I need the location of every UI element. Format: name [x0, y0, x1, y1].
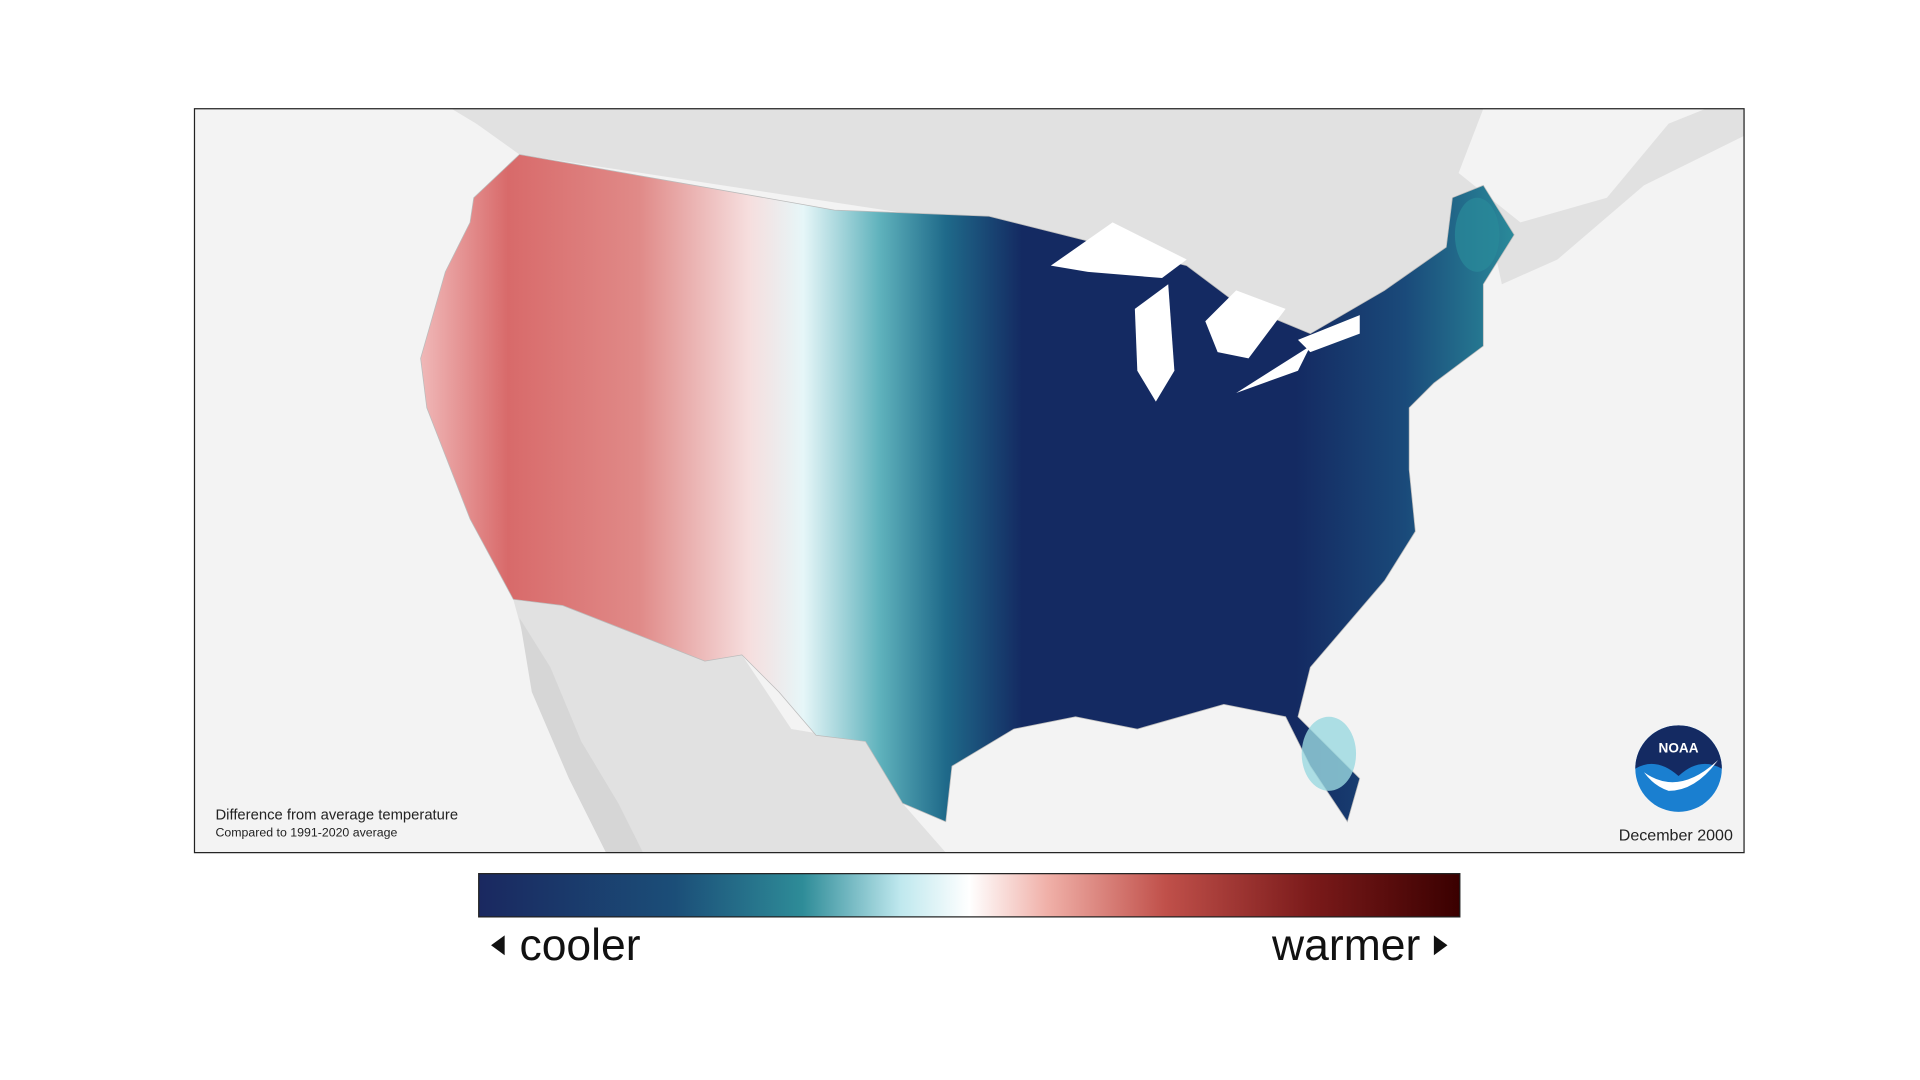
base-land — [451, 108, 1745, 853]
logo-text: NOAA — [1659, 741, 1699, 756]
cooler-arrow — [491, 935, 505, 956]
florida-patch — [1301, 716, 1357, 791]
map-caption: Difference from average temperature — [215, 807, 458, 823]
warmer-label: warmer — [1271, 921, 1420, 970]
maine-patch — [1454, 197, 1500, 272]
warmer-arrow — [1433, 935, 1448, 956]
map-frame — [193, 108, 1745, 854]
noaa-logo: NOAA — [1635, 725, 1722, 812]
color-scale — [478, 873, 1461, 918]
cooler-label: cooler — [519, 921, 640, 970]
map-date: December 2000 — [1619, 826, 1733, 844]
map-subcaption: Compared to 1991-2020 average — [215, 826, 397, 840]
